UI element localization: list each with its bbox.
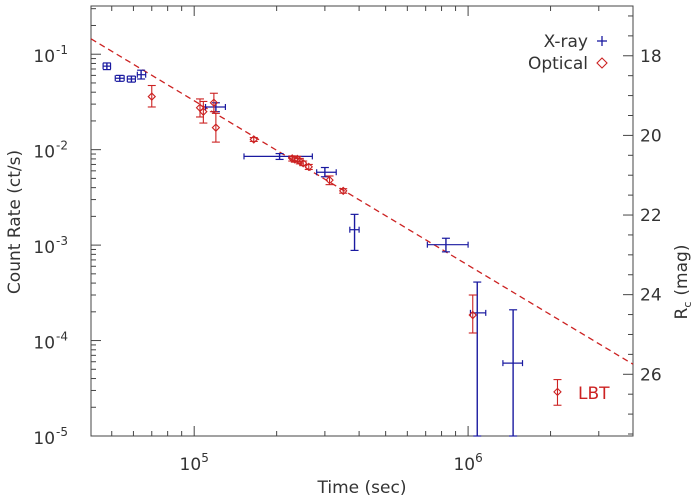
optical-point — [249, 135, 259, 144]
optical-marker — [147, 92, 157, 101]
xray-point — [114, 74, 125, 82]
optical-marker — [468, 310, 478, 320]
legend-marker-optical — [596, 57, 608, 69]
y-tick-label: 10-2 — [33, 139, 68, 163]
power-law-fit-line — [90, 38, 634, 365]
xray-point — [426, 237, 469, 253]
x-tick-label: 105 — [180, 451, 209, 475]
xray-point — [136, 69, 147, 80]
optical-marker — [249, 135, 259, 144]
legend: X-ray Optical — [528, 32, 608, 74]
y-tick-label: 10-4 — [33, 330, 68, 354]
xray-point — [102, 62, 112, 71]
xray-series — [102, 62, 524, 437]
x-tick-label-exponent: 6 — [475, 451, 483, 465]
legend-marker-xray — [597, 36, 607, 46]
x-tick-label: 106 — [453, 451, 482, 475]
y-tick-label-base: 10 — [33, 429, 55, 449]
x-tick-label-base: 10 — [180, 455, 202, 475]
optical-point — [338, 186, 348, 196]
plot-frame — [90, 5, 634, 437]
annotation-lbt: LBT — [578, 384, 610, 404]
optical-marker — [553, 387, 562, 397]
y-tick-label-base: 10 — [33, 47, 55, 67]
x-axis-title: Time (sec) — [317, 478, 407, 498]
optical-point — [211, 112, 221, 143]
y-tick-label-base: 10 — [33, 334, 55, 354]
optical-marker — [325, 175, 334, 185]
y-tick-label: 10-3 — [33, 234, 68, 258]
optical-marker — [209, 98, 219, 108]
y-tick-label-base: 10 — [33, 143, 55, 163]
optical-marker — [199, 107, 208, 116]
xray-point — [349, 213, 360, 252]
optical-marker — [338, 186, 348, 196]
y-tick-label-exponent: -4 — [56, 330, 68, 344]
y2-axis-title-main: R — [672, 307, 692, 319]
optical-point — [209, 92, 219, 113]
y2-tick-label: 22 — [640, 206, 662, 226]
optical-point — [553, 379, 562, 406]
y2-tick-label: 20 — [640, 126, 662, 146]
optical-point — [468, 294, 478, 334]
optical-marker — [295, 156, 305, 166]
legend-diamond — [596, 57, 608, 69]
optical-series — [147, 84, 562, 406]
y-tick-label-exponent: -1 — [56, 43, 68, 57]
y-tick-label: 10-5 — [33, 425, 68, 449]
legend-label-optical: Optical — [528, 54, 588, 74]
xray-point — [502, 309, 524, 437]
optical-point — [325, 175, 334, 186]
optical-marker — [211, 123, 221, 132]
y-axis-title: Count Rate (ct/s) — [5, 150, 25, 294]
optical-point — [199, 100, 208, 124]
legend-label-xray: X-ray — [544, 32, 588, 52]
optical-point — [147, 84, 157, 108]
y2-axis-title-sub: c — [681, 302, 694, 308]
optical-marker — [298, 159, 308, 168]
y2-tick-label: 18 — [640, 47, 662, 67]
optical-point — [304, 162, 314, 172]
y2-axis-title-unit: (mag) — [672, 245, 692, 296]
y-tick-label-exponent: -2 — [56, 139, 68, 153]
y2-axis-title: Rc (mag) — [672, 245, 694, 320]
y-tick-label-exponent: -5 — [56, 425, 68, 439]
axis-ticks — [91, 6, 634, 437]
optical-marker — [304, 162, 314, 172]
y-tick-label-base: 10 — [33, 238, 55, 258]
x-tick-label-exponent: 5 — [201, 451, 209, 465]
y-tick-label: 10-1 — [33, 43, 68, 67]
y2-tick-label: 24 — [640, 286, 662, 306]
y-tick-label-exponent: -3 — [56, 234, 68, 248]
x-tick-label-base: 10 — [453, 455, 475, 475]
xray-point — [126, 75, 136, 83]
xray-point — [316, 166, 337, 178]
y2-tick-label: 26 — [640, 365, 662, 385]
